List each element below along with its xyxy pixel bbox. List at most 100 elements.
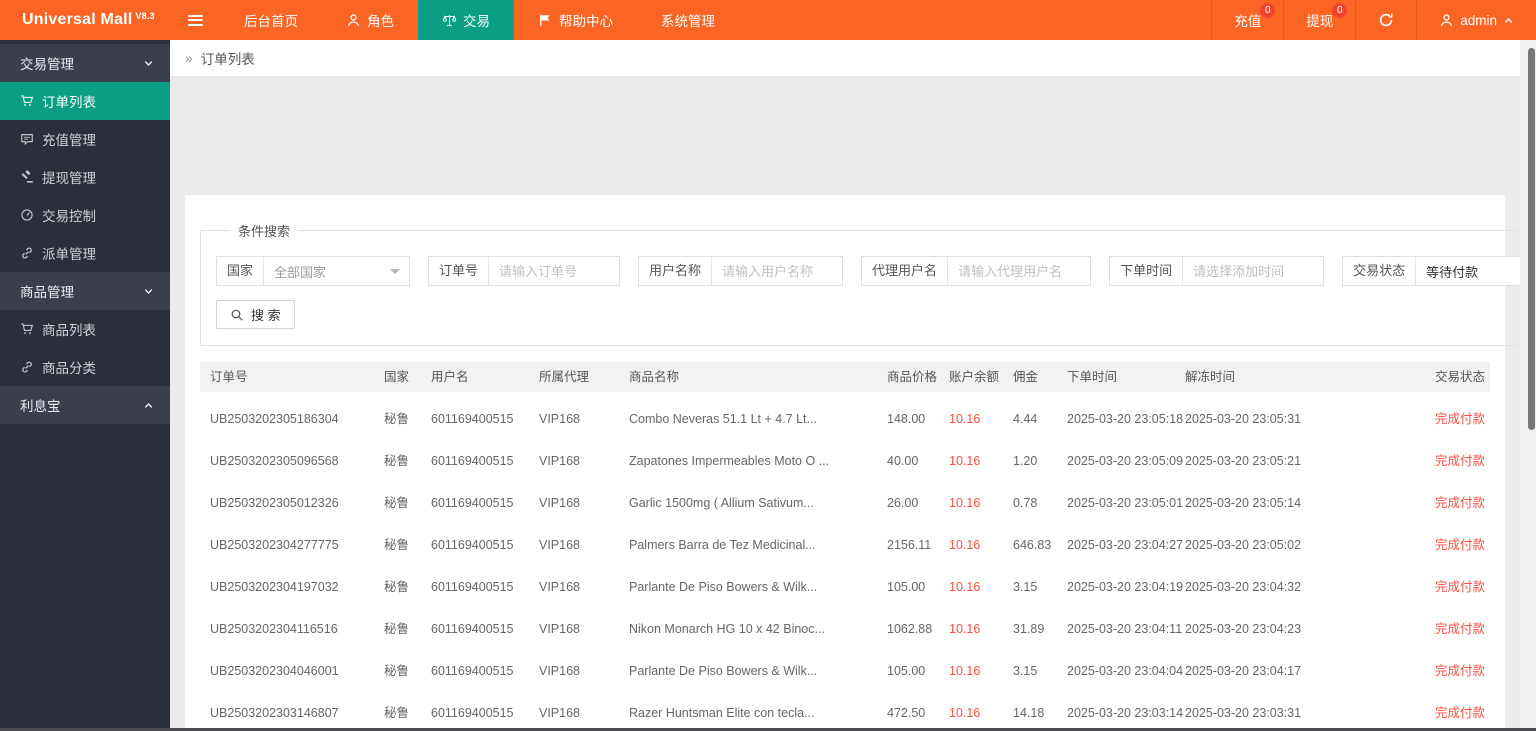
cell-unfreeze_time: 2025-03-20 23:05:21 bbox=[1185, 454, 1302, 468]
table-row[interactable]: UB2503202305012326 秘鲁 601169400515 VIP168 Ga… bbox=[200, 488, 1490, 518]
table-row[interactable]: UB2503202304116516 秘鲁 601169400515 VIP168 Ni… bbox=[200, 614, 1490, 644]
sidebar-group-trade-management[interactable]: 交易管理 bbox=[0, 44, 170, 82]
cell-commission: 1.20 bbox=[1013, 454, 1038, 468]
cell-commission: 3.15 bbox=[1013, 664, 1038, 678]
country-select[interactable]: 全部国家 bbox=[264, 257, 409, 285]
sidebar-item-order-list[interactable]: 订单列表 bbox=[0, 82, 170, 120]
comment-icon bbox=[20, 132, 34, 146]
cell-agent: VIP168 bbox=[539, 706, 581, 720]
trade-status-field: 交易状态 等待付款 bbox=[1342, 256, 1520, 286]
sidebar-item-dispatch-management[interactable]: 派单管理 bbox=[0, 234, 170, 272]
nav-dashboard[interactable]: 后台首页 bbox=[244, 14, 298, 29]
nav-system-management[interactable]: 系统管理 bbox=[661, 14, 715, 29]
cell-order_time: 2025-03-20 23:04:11 bbox=[1067, 622, 1183, 636]
cell-unfreeze_time: 2025-03-20 23:04:23 bbox=[1185, 622, 1302, 636]
cell-price: 105.00 bbox=[887, 580, 926, 594]
cell-country: 秘鲁 bbox=[384, 580, 410, 594]
cell-order_time: 2025-03-20 23:03:14 bbox=[1067, 706, 1184, 720]
gavel-icon bbox=[20, 170, 34, 184]
cell-country: 秘鲁 bbox=[384, 496, 410, 510]
refresh-button[interactable] bbox=[1355, 0, 1416, 40]
cell-username: 601169400515 bbox=[431, 496, 514, 510]
table-row[interactable]: UB2503202305186304 秘鲁 601169400515 VIP168 Co… bbox=[200, 404, 1490, 434]
cell-balance: 10.16 bbox=[949, 622, 981, 636]
column-header-commission: 佣金 bbox=[1013, 370, 1039, 384]
withdraw-button[interactable]: 提现 0 bbox=[1283, 0, 1355, 40]
cell-username: 601169400515 bbox=[431, 580, 514, 594]
cell-product: Razer Huntsman Elite con tecla... bbox=[629, 706, 815, 720]
sidebar-item-product-list[interactable]: 商品列表 bbox=[0, 310, 170, 348]
user-menu[interactable]: admin bbox=[1416, 0, 1536, 40]
cell-status: 完成付款 bbox=[1435, 664, 1486, 678]
trade-status-select[interactable]: 等待付款 bbox=[1426, 264, 1479, 280]
breadcrumb: » 订单列表 bbox=[170, 40, 1520, 77]
cell-username: 601169400515 bbox=[431, 664, 514, 678]
table-row[interactable]: UB2503202305096568 秘鲁 601169400515 VIP168 Za… bbox=[200, 446, 1490, 476]
column-header-unfreeze_time: 解冻时间 bbox=[1185, 370, 1236, 384]
table-row[interactable]: UB2503202304277775 秘鲁 601169400515 VIP168 Pa… bbox=[200, 530, 1490, 560]
table-row[interactable]: UB2503202303146807 秘鲁 601169400515 VIP168 Ra… bbox=[200, 698, 1490, 728]
cell-country: 秘鲁 bbox=[384, 622, 410, 636]
sidebar-group-interest-treasure[interactable]: 利息宝 bbox=[0, 386, 170, 424]
cell-commission: 646.83 bbox=[1013, 538, 1052, 552]
user-name-field: 用户名称 bbox=[638, 256, 844, 286]
nav-roles[interactable]: 角色 bbox=[322, 0, 418, 40]
cell-username: 601169400515 bbox=[431, 706, 514, 720]
cart-icon bbox=[20, 94, 34, 108]
order-time-input[interactable] bbox=[1183, 257, 1324, 285]
column-header-order_time: 下单时间 bbox=[1067, 370, 1118, 384]
cell-status: 完成付款 bbox=[1435, 538, 1486, 552]
order-table-header: 订单号 国家 用户名 所属代理 商品名称 商品价格 账户余额 佣金 下单时间 解冻时间 交易状态 bbox=[200, 362, 1490, 392]
cell-username: 601169400515 bbox=[431, 454, 514, 468]
chevron-up-icon bbox=[1503, 15, 1514, 26]
cell-order_time: 2025-03-20 23:04:04 bbox=[1067, 664, 1184, 678]
page-title: 订单列表 bbox=[200, 52, 255, 67]
cell-unfreeze_time: 2025-03-20 23:03:31 bbox=[1185, 706, 1302, 720]
cell-unfreeze_time: 2025-03-20 23:05:14 bbox=[1185, 496, 1302, 510]
cell-country: 秘鲁 bbox=[384, 664, 410, 678]
column-header-country: 国家 bbox=[384, 370, 410, 384]
order-table: 订单号 国家 用户名 所属代理 商品名称 商品价格 账户余额 佣金 下单时间 解冻时间 交易状态 U… bbox=[200, 362, 1490, 731]
sidebar-item-withdraw-management[interactable]: 提现管理 bbox=[0, 158, 170, 196]
cell-product: Zapatones Impermeables Moto O ... bbox=[629, 454, 830, 468]
cell-unfreeze_time: 2025-03-20 23:05:31 bbox=[1185, 412, 1302, 426]
cell-price: 1062.88 bbox=[887, 622, 933, 636]
sidebar-group-product-management[interactable]: 商品管理 bbox=[0, 272, 170, 310]
sidebar-toggle-button[interactable] bbox=[170, 0, 220, 40]
cell-order_no: UB2503202304277775 bbox=[210, 538, 339, 552]
column-header-product: 商品名称 bbox=[629, 370, 680, 384]
cell-commission: 3.15 bbox=[1013, 580, 1038, 594]
cell-agent: VIP168 bbox=[539, 412, 581, 426]
recharge-button[interactable]: 充值 0 bbox=[1211, 0, 1283, 40]
cell-balance: 10.16 bbox=[949, 580, 981, 594]
chevron-up-icon bbox=[143, 400, 154, 411]
nav-trade[interactable]: 交易 bbox=[418, 0, 514, 40]
scrollbar-track[interactable] bbox=[1520, 40, 1536, 731]
order-no-input[interactable] bbox=[489, 257, 620, 285]
link-icon bbox=[20, 246, 34, 260]
nav-help-center[interactable]: 帮助中心 bbox=[514, 0, 637, 40]
cell-order_no: UB2503202304197032 bbox=[210, 580, 339, 594]
cell-country: 秘鲁 bbox=[384, 538, 410, 552]
link-icon bbox=[20, 360, 34, 374]
sidebar-item-recharge-management[interactable]: 充值管理 bbox=[0, 120, 170, 158]
table-row[interactable]: UB2503202304046001 秘鲁 601169400515 VIP168 Pa… bbox=[200, 656, 1490, 686]
search-button[interactable]: 搜 索 bbox=[216, 300, 295, 329]
cell-unfreeze_time: 2025-03-20 23:04:32 bbox=[1185, 580, 1302, 594]
user-name-input[interactable] bbox=[712, 257, 843, 285]
scales-icon bbox=[442, 13, 457, 28]
agent-name-input[interactable] bbox=[948, 257, 1091, 285]
cell-agent: VIP168 bbox=[539, 622, 581, 636]
table-row[interactable]: UB2503202304197032 秘鲁 601169400515 VIP168 Pa… bbox=[200, 572, 1490, 602]
cell-product: Combo Neveras 51.1 Lt + 4.7 Lt... bbox=[629, 412, 817, 426]
cell-price: 40.00 bbox=[887, 454, 919, 468]
sidebar-item-trade-control[interactable]: 交易控制 bbox=[0, 196, 170, 234]
cell-product: Nikon Monarch HG 10 x 42 Binoc... bbox=[629, 622, 825, 636]
cell-order_no: UB2503202303146807 bbox=[210, 706, 339, 720]
cell-price: 472.50 bbox=[887, 706, 926, 720]
cell-product: Parlante De Piso Bowers & Wilk... bbox=[629, 580, 818, 594]
sidebar-item-product-category[interactable]: 商品分类 bbox=[0, 348, 170, 386]
flag-icon bbox=[538, 13, 553, 28]
cell-country: 秘鲁 bbox=[384, 706, 410, 720]
scrollbar-thumb[interactable] bbox=[1528, 48, 1535, 430]
